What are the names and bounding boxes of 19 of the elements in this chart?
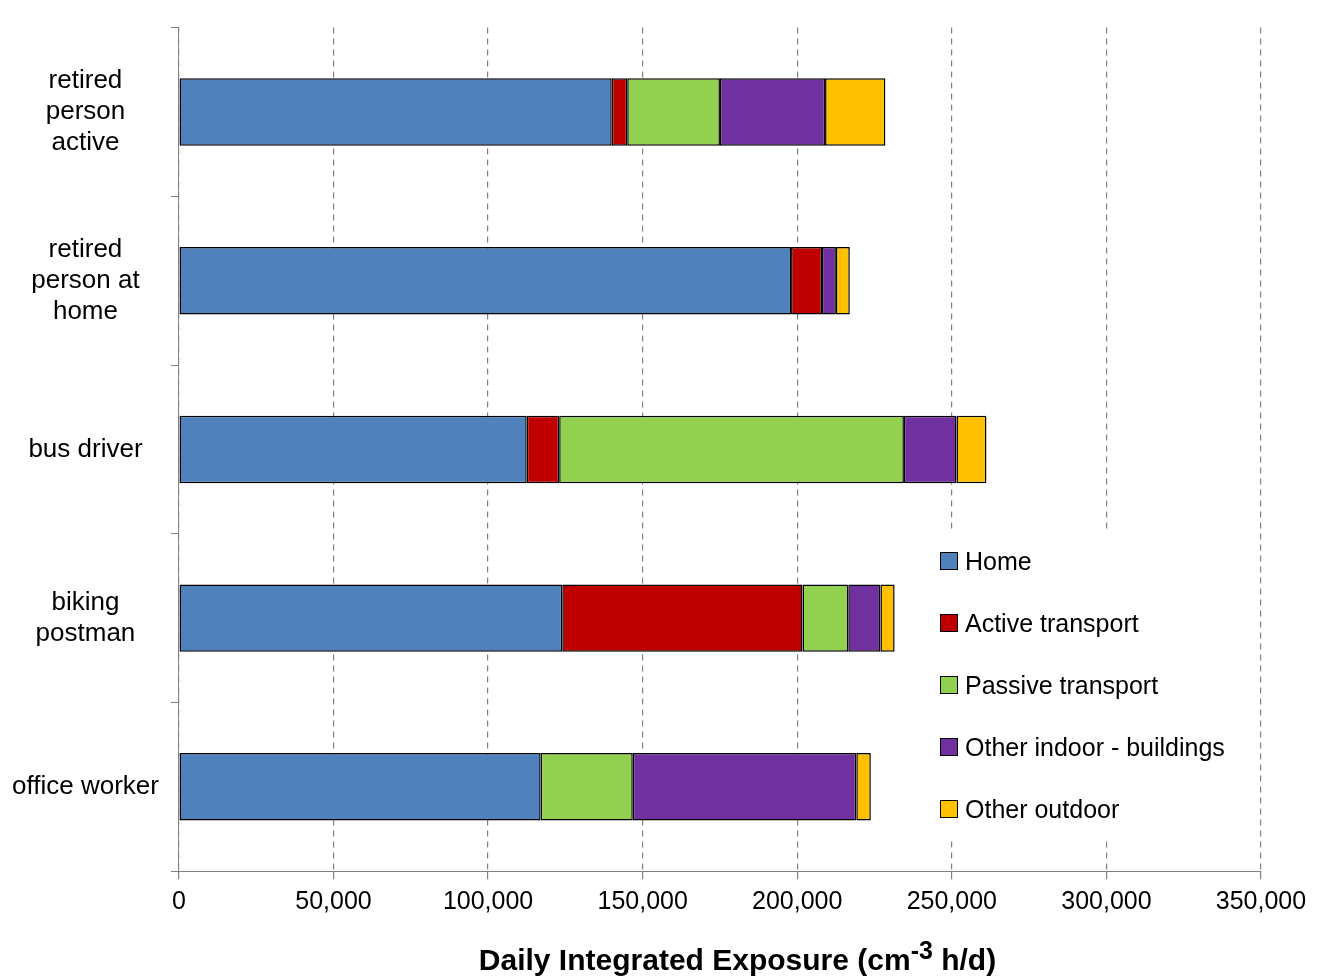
x-tick-label: 100,000: [442, 886, 534, 915]
legend-label: Active transport: [965, 608, 1139, 638]
legend-label: Other indoor - buildings: [965, 732, 1225, 762]
x-tick-label: 200,000: [752, 886, 843, 915]
y-tick-label: bus driver: [28, 432, 143, 463]
x-tick-label: 50,000: [295, 886, 372, 915]
y-tick-label: retired person active: [45, 63, 126, 157]
legend-label: Other outdoor: [965, 794, 1120, 824]
y-tick-label: office worker: [11, 770, 160, 801]
legend-label: Passive transport: [965, 670, 1159, 700]
y-tick-label: biking postman: [35, 585, 136, 647]
x-tick-label: 250,000: [906, 886, 998, 915]
x-axis-title: Daily Integrated Exposure (cm$^{-3}$ h/d): [477, 936, 998, 976]
legend-label: Home: [965, 546, 1032, 576]
y-tick-label: retired person at home: [31, 232, 141, 326]
x-tick-label: 150,000: [597, 886, 688, 915]
x-tick-label: 350,000: [1215, 886, 1307, 915]
x-tick-label: 0: [171, 886, 186, 915]
x-tick-label: 300,000: [1061, 886, 1152, 915]
